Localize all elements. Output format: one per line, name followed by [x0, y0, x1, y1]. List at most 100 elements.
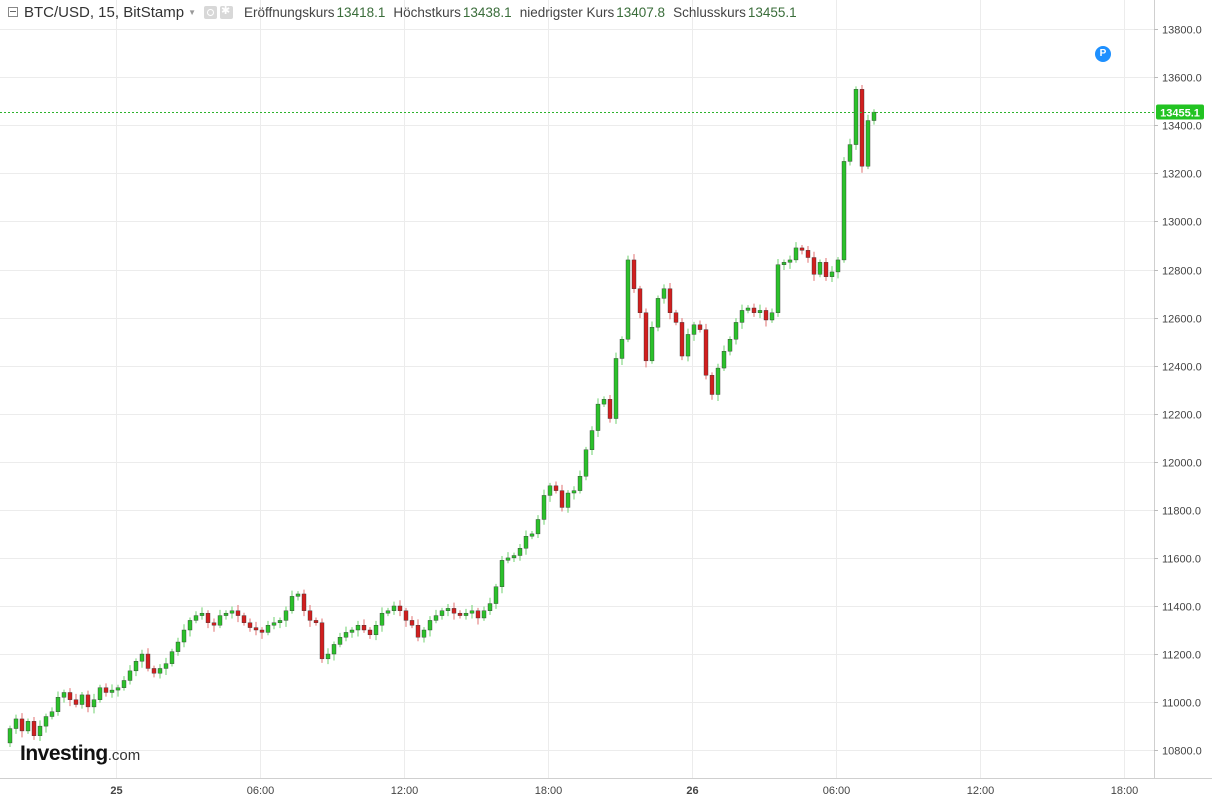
candle: [787, 255, 793, 269]
visibility-icon[interactable]: [203, 5, 217, 19]
candle-body-up: [199, 612, 205, 616]
candle: [103, 683, 109, 697]
investing-logo[interactable]: Investing.com: [20, 742, 140, 766]
candle-body-up: [619, 339, 625, 359]
candle: [235, 605, 241, 623]
candle-body-up: [727, 339, 733, 352]
symbol-dropdown-icon[interactable]: ▼: [188, 7, 196, 17]
candle-body-down: [631, 259, 637, 289]
y-tick-label: 11600.0: [1162, 554, 1201, 566]
candle-body-down: [799, 247, 805, 251]
candle: [685, 328, 691, 362]
candle: [703, 323, 709, 380]
candle: [691, 321, 697, 341]
logo-suffix-text: .com: [107, 747, 141, 764]
candle: [139, 649, 145, 668]
candle: [475, 607, 481, 625]
candle: [391, 601, 397, 615]
candle-body-down: [667, 288, 673, 313]
y-tick-label: 11000.0: [1162, 698, 1201, 710]
candle: [427, 616, 433, 637]
candle: [679, 318, 685, 361]
candle: [829, 266, 835, 283]
candle: [553, 481, 559, 494]
candle: [709, 372, 715, 400]
candle-body-down: [475, 610, 481, 619]
candle-body-up: [817, 262, 823, 275]
candle: [319, 618, 325, 663]
candle-body-up: [7, 728, 13, 744]
candle-body-down: [397, 605, 403, 611]
x-tick-label: 25: [110, 785, 122, 797]
candle-body-up: [745, 307, 751, 311]
candle: [811, 251, 817, 281]
candle-body-down: [319, 622, 325, 660]
candle: [577, 470, 583, 494]
candle: [163, 657, 169, 675]
candle: [145, 648, 151, 672]
candle-body-down: [361, 625, 367, 631]
candle-body-up: [97, 687, 103, 700]
symbol-title[interactable]: BTC/USD, 15, BitStamp: [24, 3, 185, 21]
candle-body-up: [217, 615, 223, 626]
candle: [859, 84, 865, 173]
chart-legend-header: BTC/USD, 15, BitStamp ▼ Eröffnungskurs 1…: [8, 2, 797, 22]
candle: [157, 664, 163, 679]
candle: [823, 258, 829, 281]
candle: [409, 616, 415, 629]
candle-body-up: [517, 548, 523, 556]
candle: [871, 109, 877, 125]
candle: [49, 707, 55, 720]
candle: [613, 352, 619, 424]
y-tick-label: 13400.0: [1162, 121, 1202, 133]
y-tick-label: 12600.0: [1162, 314, 1202, 326]
candle: [211, 618, 217, 632]
candle-body-down: [673, 312, 679, 323]
candle: [673, 309, 679, 326]
time-axis[interactable]: 25 06:00 12:00 18:00 26 06:00 12:00 18:00: [110, 785, 1138, 797]
candle-body-up: [391, 605, 397, 611]
candle: [289, 590, 295, 614]
candle: [385, 607, 391, 617]
x-tick-label: 18:00: [1111, 785, 1139, 797]
candle-body-up: [487, 603, 493, 611]
candle: [763, 307, 769, 327]
candle-body-down: [211, 622, 217, 626]
candle-body-up: [439, 610, 445, 616]
candle: [733, 318, 739, 345]
high-label: Höchstkurs: [393, 4, 461, 20]
candle-body-up: [865, 120, 871, 167]
candle: [217, 609, 223, 629]
candle-body-down: [763, 310, 769, 321]
candle-body-up: [829, 271, 835, 277]
candle-body-up: [265, 625, 271, 633]
candle: [253, 621, 259, 636]
candle-body-up: [277, 620, 283, 623]
collapse-legend-icon[interactable]: [8, 7, 18, 17]
candle: [505, 552, 511, 564]
logo-main-text: Investing: [20, 742, 108, 765]
candle-body-up: [355, 625, 361, 631]
candle: [727, 336, 733, 356]
candle: [7, 725, 13, 748]
event-marker-p[interactable]: P: [1095, 46, 1111, 62]
candle: [115, 684, 121, 697]
candle: [313, 617, 319, 626]
y-tick-label: 11800.0: [1162, 506, 1201, 518]
candle: [667, 282, 673, 320]
candle: [247, 618, 253, 632]
y-tick-label: 13600.0: [1162, 73, 1202, 85]
candle-body-down: [553, 485, 559, 491]
candle-body-down: [607, 399, 613, 419]
settings-icon[interactable]: [219, 4, 233, 19]
candle-body-up: [349, 629, 355, 633]
price-axis[interactable]: 10800.0 11000.0 11200.0 11400.0 11600.0 11800…: [1154, 25, 1202, 758]
candle-body-down: [151, 668, 157, 674]
candle-body-up: [79, 694, 85, 705]
x-tick-label: 06:00: [823, 785, 851, 797]
candle: [817, 259, 823, 278]
candle-body-down: [709, 375, 715, 395]
candle-body-up: [721, 351, 727, 369]
candle-body-up: [793, 247, 799, 261]
